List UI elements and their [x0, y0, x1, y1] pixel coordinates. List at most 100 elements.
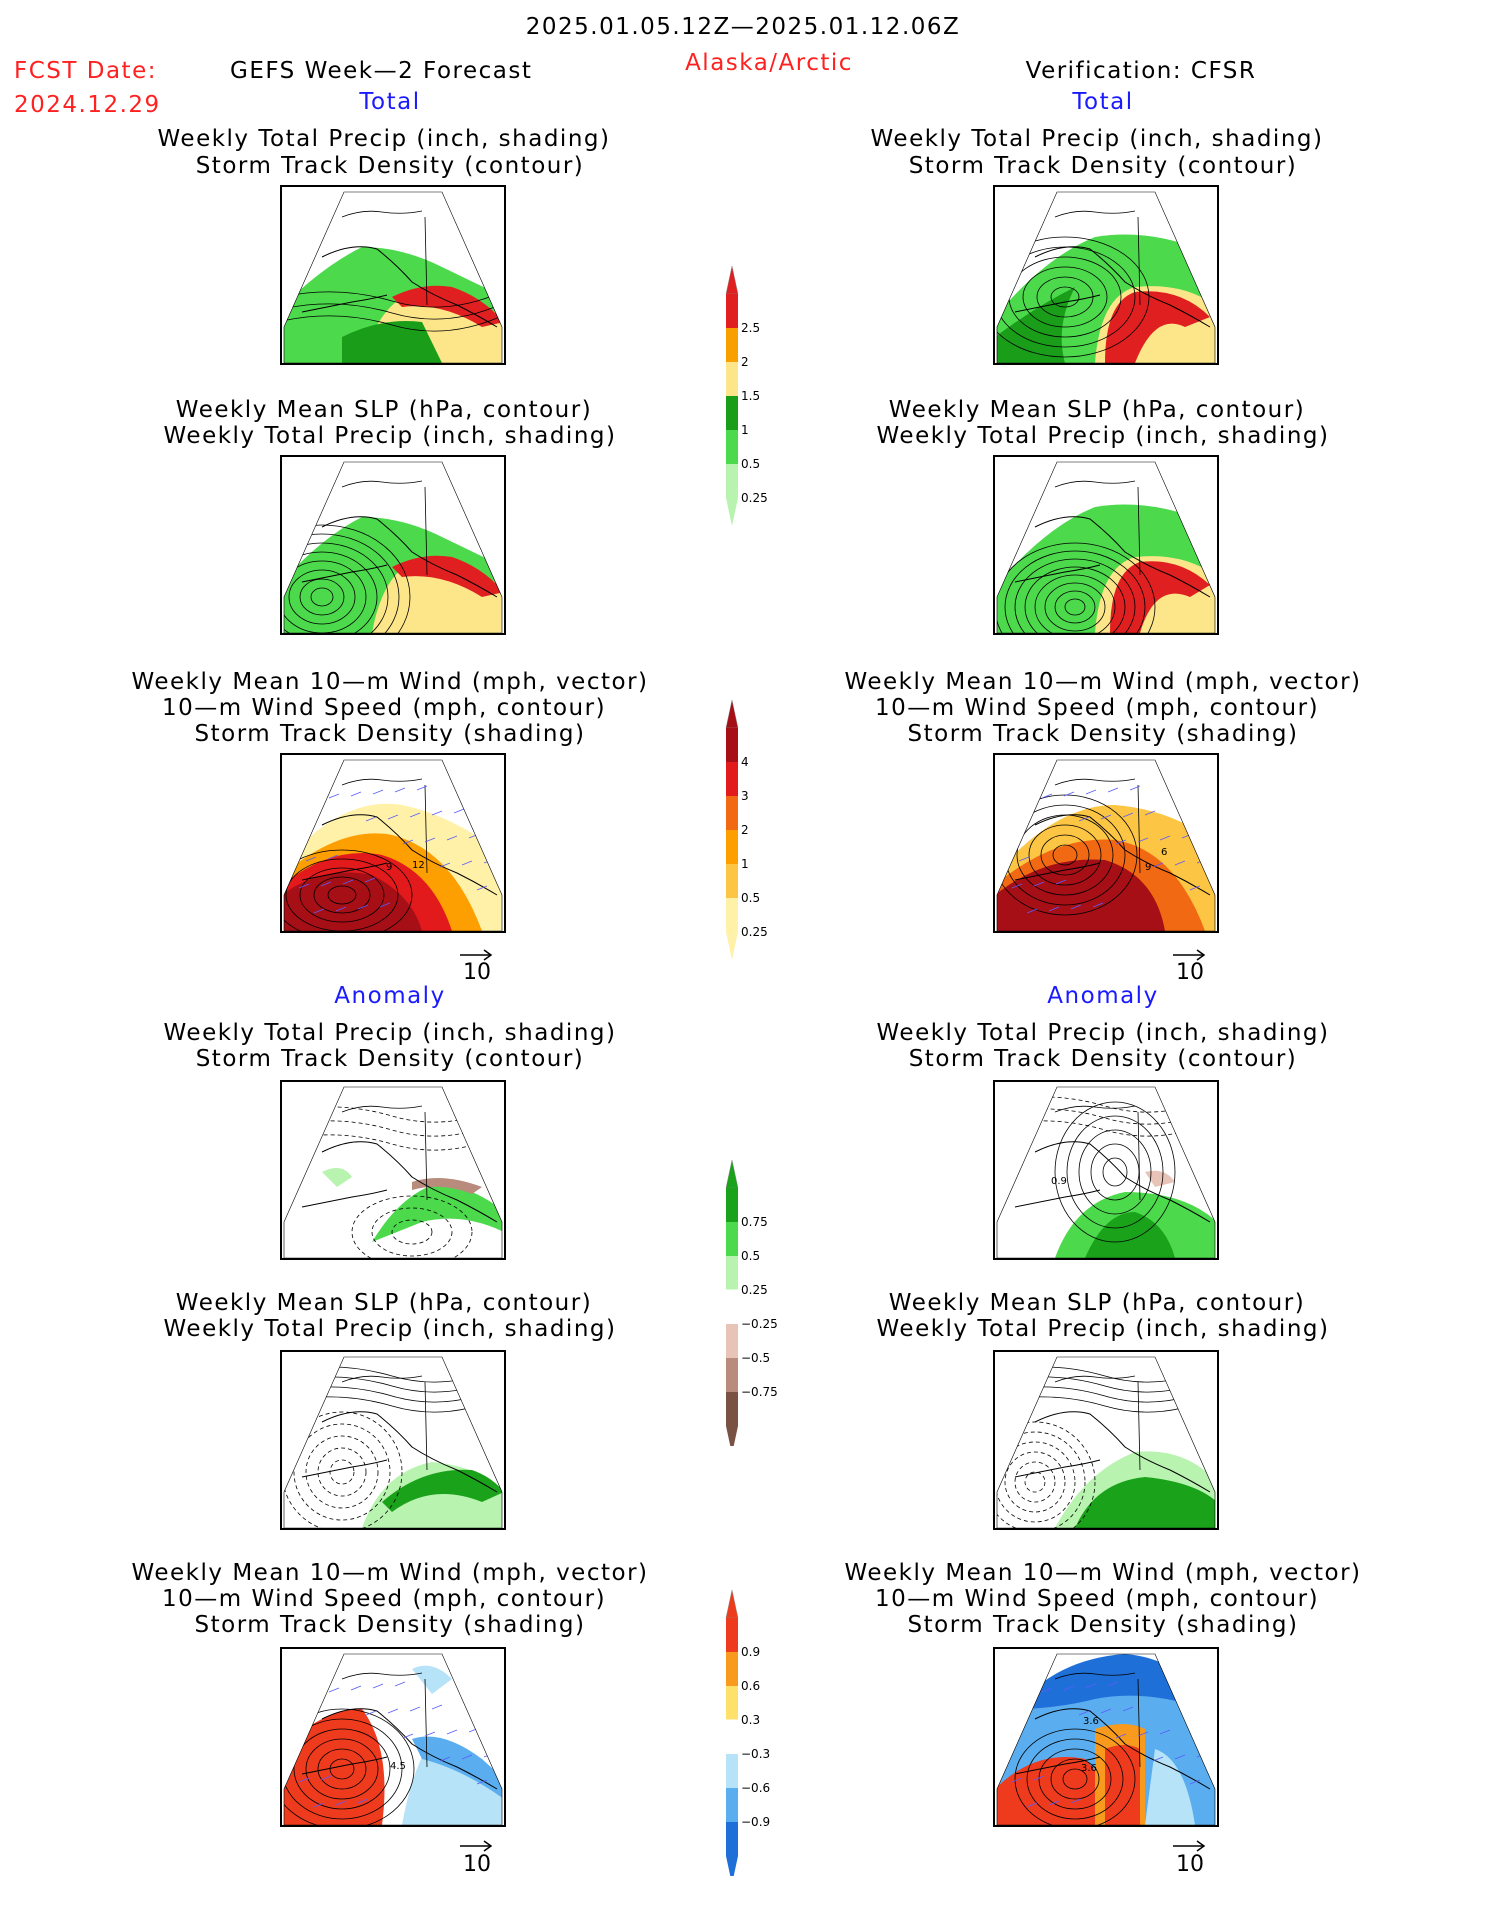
wind-vector [327, 854, 339, 860]
contour-line [997, 1107, 1215, 1125]
coastline [1014, 564, 1101, 583]
wind-vector [424, 1731, 436, 1737]
contour-label: 0.9 [1051, 1176, 1067, 1187]
contour-line [284, 1718, 403, 1820]
panel-title: Storm Track Density (contour) [195, 1046, 585, 1072]
domain-outline [283, 759, 503, 931]
panel-title: Weekly Mean SLP (hPa, contour) [888, 397, 1306, 423]
coastline [1014, 862, 1101, 881]
wind-vector [350, 1685, 362, 1691]
domain-outline [283, 191, 503, 363]
coastline [1054, 210, 1136, 218]
coastline [1054, 1375, 1136, 1383]
contour-line [997, 1095, 1215, 1113]
coastline [341, 1375, 423, 1383]
main-title: 2025.01.05.12Z—2025.01.12.06Z [525, 14, 961, 40]
model-label: GEFS Week—2 Forecast [230, 58, 533, 84]
coastline [1034, 1411, 1211, 1493]
coastline [1034, 1708, 1211, 1790]
panel-title: Weekly Total Precip (inch, shading) [876, 423, 1330, 449]
coastline [1014, 1189, 1101, 1208]
wind-vector [1048, 906, 1060, 912]
legend-label: 0.6 [741, 1679, 760, 1693]
legend-label: 0.25 [741, 491, 768, 505]
wind-vector [342, 879, 354, 885]
contour-label: 3.6 [1083, 1716, 1099, 1727]
legend-swatch [726, 430, 738, 464]
contour-line [285, 858, 399, 931]
legend-swatch [726, 1188, 738, 1222]
wind-vector [461, 860, 473, 866]
contour-line [1034, 574, 1116, 633]
coastline [301, 1189, 388, 1208]
panel-title: Weekly Mean 10—m Wind (mph, vector) [844, 669, 1362, 695]
contour-line [329, 1758, 355, 1780]
coastline [1054, 480, 1136, 488]
legend-swatch [726, 396, 738, 430]
wind-vector [453, 808, 465, 814]
panel-title: 10—m Wind Speed (mph, contour) [874, 1586, 1320, 1612]
contour-line [1004, 1451, 1066, 1513]
wind-vector [402, 1733, 414, 1739]
contour-line [997, 1365, 1215, 1383]
wind-vector [1107, 787, 1119, 793]
panel-title: 10—m Wind Speed (mph, contour) [161, 695, 607, 721]
legend-swatch [726, 1822, 738, 1856]
coastline [321, 1708, 498, 1790]
legend-precip-anomaly: 0.75 0.5 0.25 −0.25 −0.5 −0.75 [725, 1160, 778, 1446]
legend-label: 3 [741, 789, 749, 803]
panel-title: Weekly Total Precip (inch, shading) [163, 1316, 617, 1342]
vector-ref-arrow-icon [458, 1838, 498, 1857]
legend-swatch [726, 1324, 738, 1358]
panel-title: Weekly Mean SLP (hPa, contour) [175, 397, 593, 423]
storm-shading [997, 859, 1165, 931]
panel-title: 10—m Wind Speed (mph, contour) [161, 1586, 607, 1612]
contour-line [284, 1395, 502, 1413]
wind-vector [1115, 839, 1127, 845]
anomaly-shading [1145, 1749, 1195, 1825]
border-line [424, 1678, 428, 1768]
coastline [1054, 1672, 1136, 1680]
contour-line [284, 290, 502, 308]
contour-line [1090, 1143, 1140, 1201]
contour-line [1016, 814, 1114, 896]
legend-swatch [726, 1618, 738, 1652]
map-anom-wind-storm-cfsr: 3.6 3.6 [993, 1647, 1219, 1827]
coastline [341, 1105, 423, 1113]
wind-vector [1137, 1731, 1149, 1737]
anomaly-shading [1085, 1212, 1175, 1258]
legend-label: −0.25 [741, 1317, 778, 1331]
section-total-right: Total [1072, 89, 1134, 115]
vector-ref-label: 10 [1176, 960, 1204, 985]
wind-vector [335, 906, 347, 912]
wind-vector [476, 1779, 488, 1785]
contour-line [1040, 834, 1090, 876]
coastline [341, 1672, 423, 1680]
contour-line [1054, 590, 1096, 624]
section-total-left: Total [359, 89, 421, 115]
vector-ref-arrow-icon [458, 947, 498, 966]
legend-label: 1 [741, 857, 749, 871]
wind-vector [328, 1687, 340, 1693]
map-anom-precip-storm-gefs [280, 1080, 506, 1260]
panel-title: Weekly Mean 10—m Wind (mph, vector) [131, 669, 649, 695]
wind-vector [1078, 816, 1090, 822]
wind-vector [1055, 879, 1067, 885]
contour-line [1036, 276, 1094, 318]
contour-line [1024, 1471, 1046, 1493]
wind-vector [291, 1664, 303, 1670]
wind-vector [439, 862, 451, 868]
legend-label: 1 [741, 423, 749, 437]
wind-vector [1144, 810, 1156, 816]
anomaly-shading [412, 1178, 482, 1194]
panel-title: Storm Track Density (shading) [194, 1612, 586, 1638]
panel-title: Storm Track Density (shading) [907, 721, 1299, 747]
coastline [301, 564, 388, 583]
panel-title: Weekly Mean SLP (hPa, contour) [175, 1290, 593, 1316]
border-line [1137, 1678, 1141, 1768]
wind-vector [394, 1681, 406, 1687]
contour-line [1024, 566, 1126, 633]
legend-storm-total: 4 3 2 1 0.5 0.25 [725, 700, 768, 960]
legend-cap [725, 266, 739, 295]
border-line [1137, 216, 1141, 306]
